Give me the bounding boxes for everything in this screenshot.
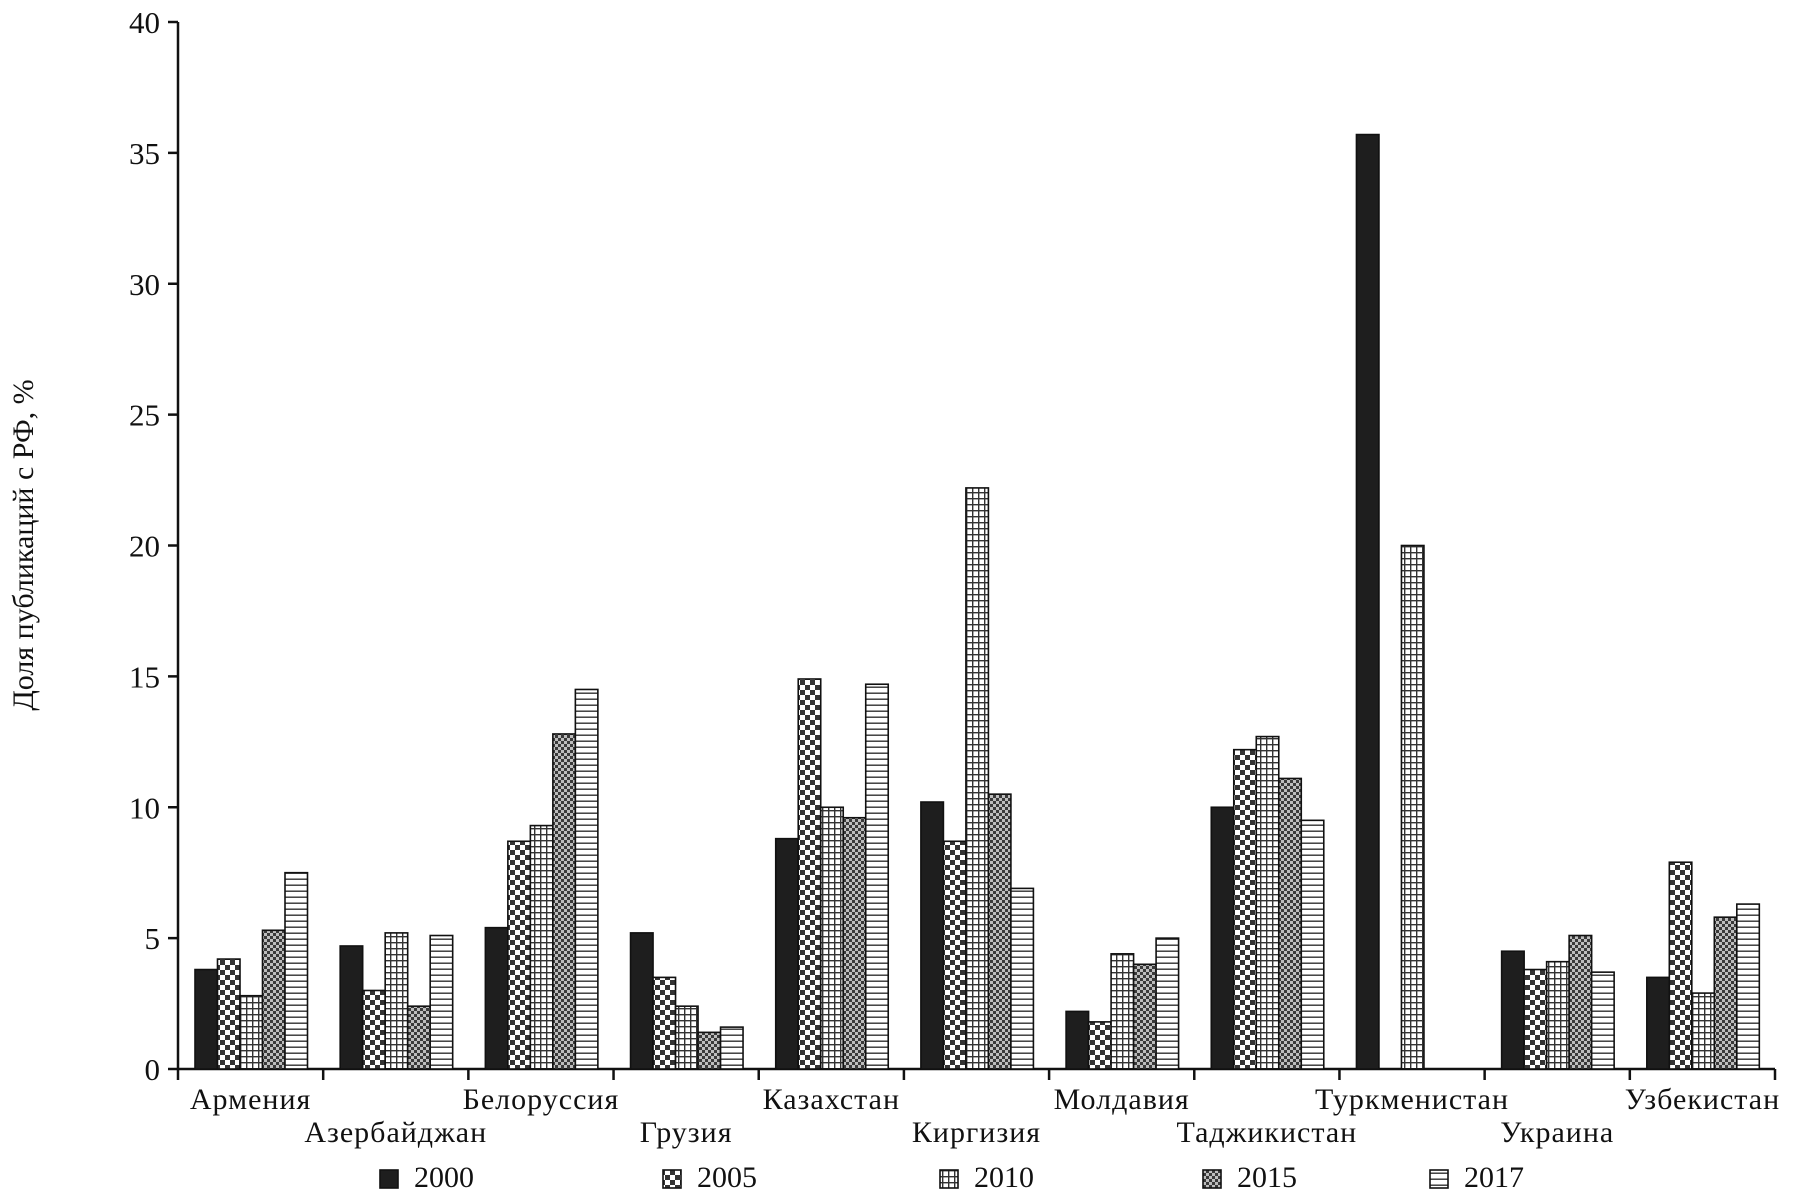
bar-2015-6 xyxy=(1132,963,1157,1070)
legend-swatch xyxy=(1429,1169,1449,1189)
bar-2000-6 xyxy=(1065,1010,1090,1070)
legend-swatch xyxy=(1202,1169,1222,1189)
bar-2010-2 xyxy=(529,824,554,1070)
y-axis-label: Доля публикаций с РФ, % xyxy=(7,379,40,710)
y-tick-label: 30 xyxy=(129,267,160,302)
bar-2010-0 xyxy=(239,994,264,1070)
bar-2017-6 xyxy=(1155,937,1180,1070)
bar-2000-0 xyxy=(194,968,219,1070)
bars xyxy=(194,133,1761,1070)
bar-2015-2 xyxy=(552,733,577,1070)
bar-2000-10 xyxy=(1646,976,1671,1070)
category-label: Казахстан xyxy=(763,1083,900,1116)
bar-2017-2 xyxy=(574,688,599,1070)
legend-item-2000: 2000 xyxy=(379,1161,474,1194)
bar-2017-3 xyxy=(719,1026,744,1070)
legend-label: 2005 xyxy=(697,1161,757,1194)
legend-swatch xyxy=(939,1169,959,1189)
category-label: Азербайджан xyxy=(304,1116,487,1149)
bar-2010-10 xyxy=(1691,992,1716,1070)
bar-2010-3 xyxy=(674,1005,699,1070)
category-label: Молдавия xyxy=(1054,1083,1190,1116)
bar-2010-1 xyxy=(384,932,409,1070)
bar-2010-9 xyxy=(1545,960,1570,1070)
y-tick-label: 35 xyxy=(129,136,160,171)
legend-label: 2000 xyxy=(414,1161,474,1194)
bar-2000-8 xyxy=(1355,133,1380,1070)
bar-2005-3 xyxy=(652,976,677,1070)
bar-2000-5 xyxy=(920,801,945,1070)
bar-2005-0 xyxy=(216,958,241,1070)
bar-2015-10 xyxy=(1713,916,1738,1070)
bar-2017-4 xyxy=(864,683,890,1070)
category-label: Белоруссия xyxy=(463,1083,620,1116)
legend-item-2015: 2015 xyxy=(1202,1161,1297,1194)
bar-2015-1 xyxy=(406,1005,431,1070)
bar-2017-1 xyxy=(429,934,454,1070)
y-tick-label: 0 xyxy=(145,1052,161,1087)
legend-label: 2017 xyxy=(1464,1161,1524,1194)
bar-2005-6 xyxy=(1087,1021,1112,1070)
bar-2005-1 xyxy=(361,989,386,1070)
bar-2015-4 xyxy=(842,816,867,1070)
category-label: Армения xyxy=(190,1083,311,1116)
legend-label: 2010 xyxy=(974,1161,1034,1194)
bar-2017-10 xyxy=(1736,903,1761,1070)
bar-2015-3 xyxy=(697,1031,722,1070)
legend-item-2005: 2005 xyxy=(662,1161,757,1194)
bar-2015-9 xyxy=(1568,934,1593,1070)
y-tick-label: 40 xyxy=(129,5,160,40)
bar-2000-2 xyxy=(484,926,509,1070)
bar-2000-9 xyxy=(1500,950,1525,1070)
y-tick-label: 25 xyxy=(129,398,160,433)
category-label: Узбекистан xyxy=(1625,1083,1780,1116)
x-axis xyxy=(176,1067,1777,1080)
legend-swatch xyxy=(662,1169,682,1189)
y-tick-label: 15 xyxy=(129,659,160,694)
bar-2010-4 xyxy=(819,806,845,1070)
bar-2005-9 xyxy=(1523,968,1548,1070)
legend-item-2010: 2010 xyxy=(939,1161,1034,1194)
bar-2000-7 xyxy=(1210,806,1235,1070)
y-axis: 0 5 10 15 20 25 30 35 40 xyxy=(129,5,180,1087)
bar-2005-4 xyxy=(797,678,822,1070)
bar-2015-7 xyxy=(1277,777,1303,1070)
category-label: Туркменистан xyxy=(1315,1083,1509,1116)
bar-2000-3 xyxy=(629,932,654,1070)
bar-2000-1 xyxy=(339,945,364,1070)
legend-item-2017: 2017 xyxy=(1429,1161,1524,1194)
bar-2015-5 xyxy=(987,793,1012,1070)
category-label: Киргизия xyxy=(912,1116,1041,1149)
bar-2017-5 xyxy=(1010,887,1035,1070)
bar-2005-10 xyxy=(1668,861,1693,1070)
bar-2017-7 xyxy=(1300,819,1325,1070)
y-tick-label: 10 xyxy=(129,790,160,825)
bar-2017-9 xyxy=(1590,971,1615,1070)
bar-2010-8 xyxy=(1400,544,1425,1070)
category-label: Грузия xyxy=(640,1116,733,1149)
y-tick-label: 20 xyxy=(129,529,160,564)
legend-label: 2015 xyxy=(1237,1161,1297,1194)
legend-swatch xyxy=(379,1169,399,1189)
bar-2005-2 xyxy=(507,840,532,1070)
bar-2000-4 xyxy=(774,837,800,1070)
y-tick-label: 5 xyxy=(145,921,161,956)
legend: 2000 2005 2010 2015 2017 xyxy=(379,1161,1524,1194)
bar-2005-7 xyxy=(1232,748,1258,1070)
category-label: Таджикистан xyxy=(1176,1116,1357,1149)
bar-2010-7 xyxy=(1255,735,1280,1070)
bar-2015-0 xyxy=(261,929,286,1070)
bar-2005-5 xyxy=(942,840,967,1070)
bar-2017-0 xyxy=(284,871,309,1070)
bar-2010-6 xyxy=(1110,953,1135,1070)
bar-2010-5 xyxy=(965,487,990,1070)
category-label: Украина xyxy=(1500,1116,1614,1149)
